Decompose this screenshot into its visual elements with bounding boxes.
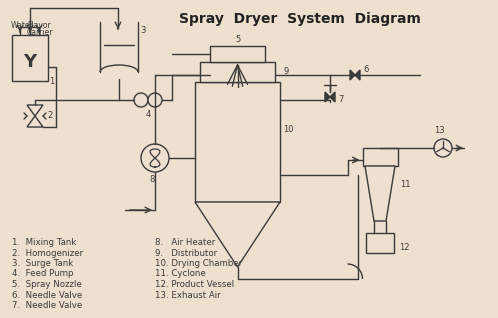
Text: 13. Exhaust Air: 13. Exhaust Air xyxy=(155,291,221,300)
Text: Spray  Dryer  System  Diagram: Spray Dryer System Diagram xyxy=(179,12,421,26)
Circle shape xyxy=(434,139,452,157)
Text: Flavor: Flavor xyxy=(27,21,51,30)
Text: 9: 9 xyxy=(283,67,288,77)
Text: 4: 4 xyxy=(145,110,150,119)
Bar xyxy=(210,46,265,62)
Text: 4.  Feed Pump: 4. Feed Pump xyxy=(12,269,74,279)
Text: 11. Cyclone: 11. Cyclone xyxy=(155,269,206,279)
Text: 13: 13 xyxy=(434,126,444,135)
Bar xyxy=(366,233,394,253)
Text: 1: 1 xyxy=(49,77,54,86)
Polygon shape xyxy=(195,202,280,267)
Text: 8: 8 xyxy=(149,175,155,184)
Bar xyxy=(363,148,397,166)
Polygon shape xyxy=(325,92,335,102)
Bar xyxy=(200,62,275,82)
Text: 12: 12 xyxy=(399,243,409,252)
Text: 6: 6 xyxy=(363,65,369,73)
Text: 10. Drying Chamber: 10. Drying Chamber xyxy=(155,259,242,268)
Polygon shape xyxy=(27,116,43,127)
Text: 7.  Needle Valve: 7. Needle Valve xyxy=(12,301,82,310)
Circle shape xyxy=(148,93,162,107)
Text: Carrier: Carrier xyxy=(27,28,53,37)
Text: 9.   Distributor: 9. Distributor xyxy=(155,248,217,258)
Polygon shape xyxy=(350,70,360,80)
Text: 7: 7 xyxy=(338,94,344,103)
Circle shape xyxy=(141,144,169,172)
Circle shape xyxy=(134,93,148,107)
Text: 11: 11 xyxy=(400,180,411,189)
Text: 3: 3 xyxy=(140,26,145,35)
Text: 2: 2 xyxy=(47,112,52,121)
Polygon shape xyxy=(365,166,395,221)
Text: Water: Water xyxy=(11,21,34,30)
Text: 1.  Mixing Tank: 1. Mixing Tank xyxy=(12,238,76,247)
Text: 5: 5 xyxy=(235,35,240,44)
Text: 5.  Spray Nozzle: 5. Spray Nozzle xyxy=(12,280,82,289)
Polygon shape xyxy=(27,105,43,116)
Text: Y: Y xyxy=(23,53,36,71)
Text: 6.  Needle Valve: 6. Needle Valve xyxy=(12,291,82,300)
Bar xyxy=(12,35,48,81)
Text: 2.  Homogenizer: 2. Homogenizer xyxy=(12,248,83,258)
Text: 3.  Surge Tank: 3. Surge Tank xyxy=(12,259,73,268)
Bar xyxy=(195,82,280,202)
Text: 10: 10 xyxy=(283,126,293,135)
Text: 12. Product Vessel: 12. Product Vessel xyxy=(155,280,234,289)
Text: 8.   Air Heater: 8. Air Heater xyxy=(155,238,215,247)
